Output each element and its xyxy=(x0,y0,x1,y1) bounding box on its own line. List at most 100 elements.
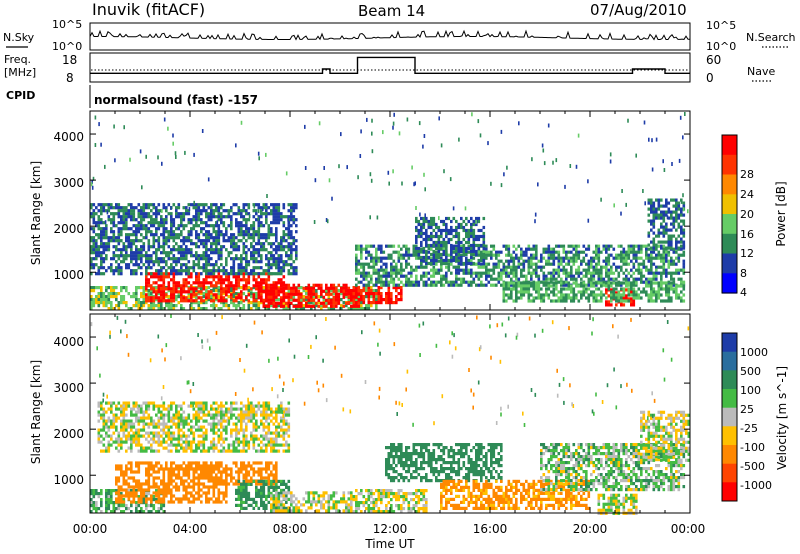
power-cell xyxy=(162,278,166,282)
power-cell xyxy=(245,224,248,228)
power-cell xyxy=(222,245,226,249)
power-cell xyxy=(587,268,591,272)
power-cell xyxy=(220,215,223,219)
power-cell xyxy=(414,181,416,186)
power-cell xyxy=(292,260,296,264)
power-cell xyxy=(212,289,216,293)
power-cell xyxy=(212,239,216,243)
power-cell xyxy=(217,289,221,293)
power-cell xyxy=(312,301,316,305)
power-cell xyxy=(192,299,196,303)
power-cell xyxy=(257,203,261,207)
power-cell xyxy=(672,290,676,294)
power-cell xyxy=(657,216,661,220)
power-cell xyxy=(147,254,151,258)
power-cell xyxy=(212,227,216,231)
power-cell xyxy=(157,209,161,213)
power-cell xyxy=(107,215,111,219)
power-cell xyxy=(310,298,313,302)
power-cell xyxy=(630,287,633,291)
power-cell xyxy=(260,233,263,237)
power-cell xyxy=(327,289,331,293)
power-cell xyxy=(360,265,363,269)
power-cell xyxy=(290,254,293,258)
power-cell xyxy=(147,304,151,308)
power-cell xyxy=(110,203,113,207)
power-cell xyxy=(535,290,538,294)
power-cell xyxy=(455,277,458,281)
power-cell xyxy=(190,299,193,303)
power-cell xyxy=(255,218,258,222)
power-cell xyxy=(167,284,171,288)
power-cell xyxy=(625,284,628,288)
power-cell xyxy=(225,290,228,294)
power-cell xyxy=(282,260,286,264)
power-cell xyxy=(435,231,438,236)
power-cell xyxy=(635,296,638,300)
power-cell xyxy=(180,212,183,216)
power-cell xyxy=(155,272,158,276)
power-cell xyxy=(655,216,658,220)
velocity-cell xyxy=(125,504,128,508)
power-cell xyxy=(380,265,383,269)
power-cell xyxy=(275,283,278,287)
power-cell xyxy=(220,287,223,291)
power-cell xyxy=(630,303,633,307)
power-cell xyxy=(207,293,211,297)
power-cell xyxy=(390,274,393,278)
power-cell xyxy=(617,271,621,275)
power-cell xyxy=(347,286,351,290)
power-cell xyxy=(477,219,481,224)
power-cell xyxy=(182,251,186,255)
power-cell xyxy=(575,256,578,260)
power-cell xyxy=(600,250,603,254)
power-cell xyxy=(217,212,221,216)
velocity-cell xyxy=(147,504,151,508)
power-cell xyxy=(272,209,276,213)
power-cell xyxy=(92,239,96,243)
power-cell xyxy=(242,203,246,207)
power-cell xyxy=(315,292,318,296)
power-cell xyxy=(520,290,523,294)
power-cell xyxy=(172,257,176,261)
power-cell xyxy=(100,233,103,237)
power-cell xyxy=(255,307,258,311)
power-cell xyxy=(157,221,161,225)
power-cell xyxy=(392,268,396,272)
power-cell xyxy=(162,230,166,234)
power-cell xyxy=(247,307,251,311)
power-cell xyxy=(382,250,386,254)
power-cell xyxy=(435,268,438,272)
power-cell xyxy=(302,298,306,302)
power-cell xyxy=(565,262,568,266)
power-cell xyxy=(100,221,103,225)
power-cell xyxy=(355,265,358,269)
power-cell xyxy=(157,301,161,305)
power-cell xyxy=(195,275,198,279)
velocity-cell xyxy=(95,504,98,508)
power-cell xyxy=(177,203,181,207)
power-cell xyxy=(187,266,191,270)
power-cell xyxy=(672,216,676,220)
power-cell xyxy=(642,280,646,284)
power-cell xyxy=(440,274,443,278)
power-cell xyxy=(422,144,424,149)
power-axis-ticks xyxy=(89,111,691,310)
power-cell xyxy=(665,293,668,297)
power-cell xyxy=(365,274,368,278)
power-cell xyxy=(167,233,171,237)
power-cell xyxy=(477,261,481,266)
power-cell xyxy=(220,221,223,225)
power-cell xyxy=(207,218,211,222)
power-cell xyxy=(287,257,291,261)
power-cell xyxy=(607,271,611,275)
power-cell xyxy=(207,296,211,300)
power-cell xyxy=(590,293,593,297)
power-cell xyxy=(542,283,546,287)
power-cell xyxy=(252,257,256,261)
power-cell xyxy=(445,222,448,227)
power-cell xyxy=(520,256,523,260)
power-cell xyxy=(457,249,461,254)
power-cell xyxy=(275,298,278,302)
power-cell xyxy=(425,234,428,239)
